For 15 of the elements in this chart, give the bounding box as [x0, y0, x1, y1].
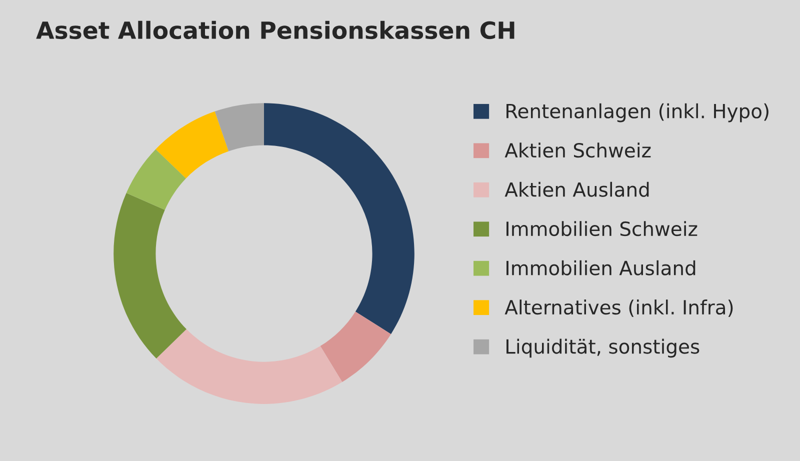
legend-label: Alternatives (inkl. Infra)	[504, 300, 733, 317]
legend-label: Liquidität, sonstiges	[506, 338, 700, 358]
donut-slice	[114, 192, 186, 359]
donut-slice	[320, 312, 391, 382]
legend-label: Aktien Schweiz	[504, 142, 651, 158]
donut-slice	[156, 111, 229, 178]
chart-title: Asset Allocation Pensionskassen CH	[36, 20, 514, 40]
legend-label: Immobilien Ausland	[506, 260, 696, 276]
donut-slice	[126, 149, 186, 210]
donut-slice	[156, 329, 342, 404]
legend-label: Immobilien Schweiz	[506, 221, 698, 236]
legend-label: Rentenanlagen (inkl. Hypo)	[506, 103, 768, 122]
donut-slice	[264, 103, 414, 334]
legend-label: Aktien Ausland	[504, 182, 649, 197]
donut-slice	[214, 103, 264, 152]
